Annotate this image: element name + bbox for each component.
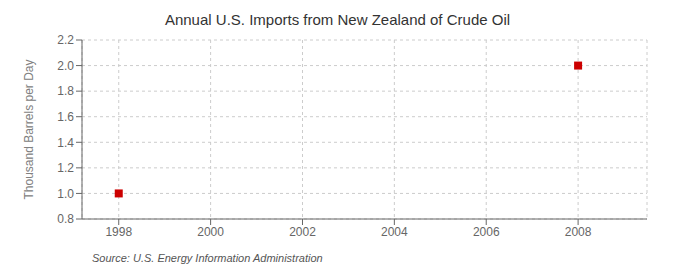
svg-text:0.8: 0.8 — [57, 212, 74, 226]
svg-text:2.2: 2.2 — [57, 33, 74, 47]
svg-text:2008: 2008 — [565, 225, 592, 239]
svg-text:2002: 2002 — [289, 225, 316, 239]
html-text:Source: U.S. Energy Informatio: Source: U.S. Energy Information Administ… — [92, 252, 323, 264]
html-text:Annual U.S. Imports from New Z: Annual U.S. Imports from New Zealand of … — [164, 11, 511, 28]
svg-text:2006: 2006 — [473, 225, 500, 239]
svg-text:1998: 1998 — [105, 225, 132, 239]
svg-text:Thousand Barrels per Day: Thousand Barrels per Day — [22, 59, 36, 199]
svg-text:1.6: 1.6 — [57, 110, 74, 124]
svg-text:2004: 2004 — [381, 225, 408, 239]
svg-text:2000: 2000 — [197, 225, 224, 239]
svg-text:2.0: 2.0 — [57, 59, 74, 73]
svg-text:1.4: 1.4 — [57, 136, 74, 150]
svg-text:1.8: 1.8 — [57, 84, 74, 98]
svg-text:1.2: 1.2 — [57, 161, 74, 175]
svg-text:1.0: 1.0 — [57, 187, 74, 201]
